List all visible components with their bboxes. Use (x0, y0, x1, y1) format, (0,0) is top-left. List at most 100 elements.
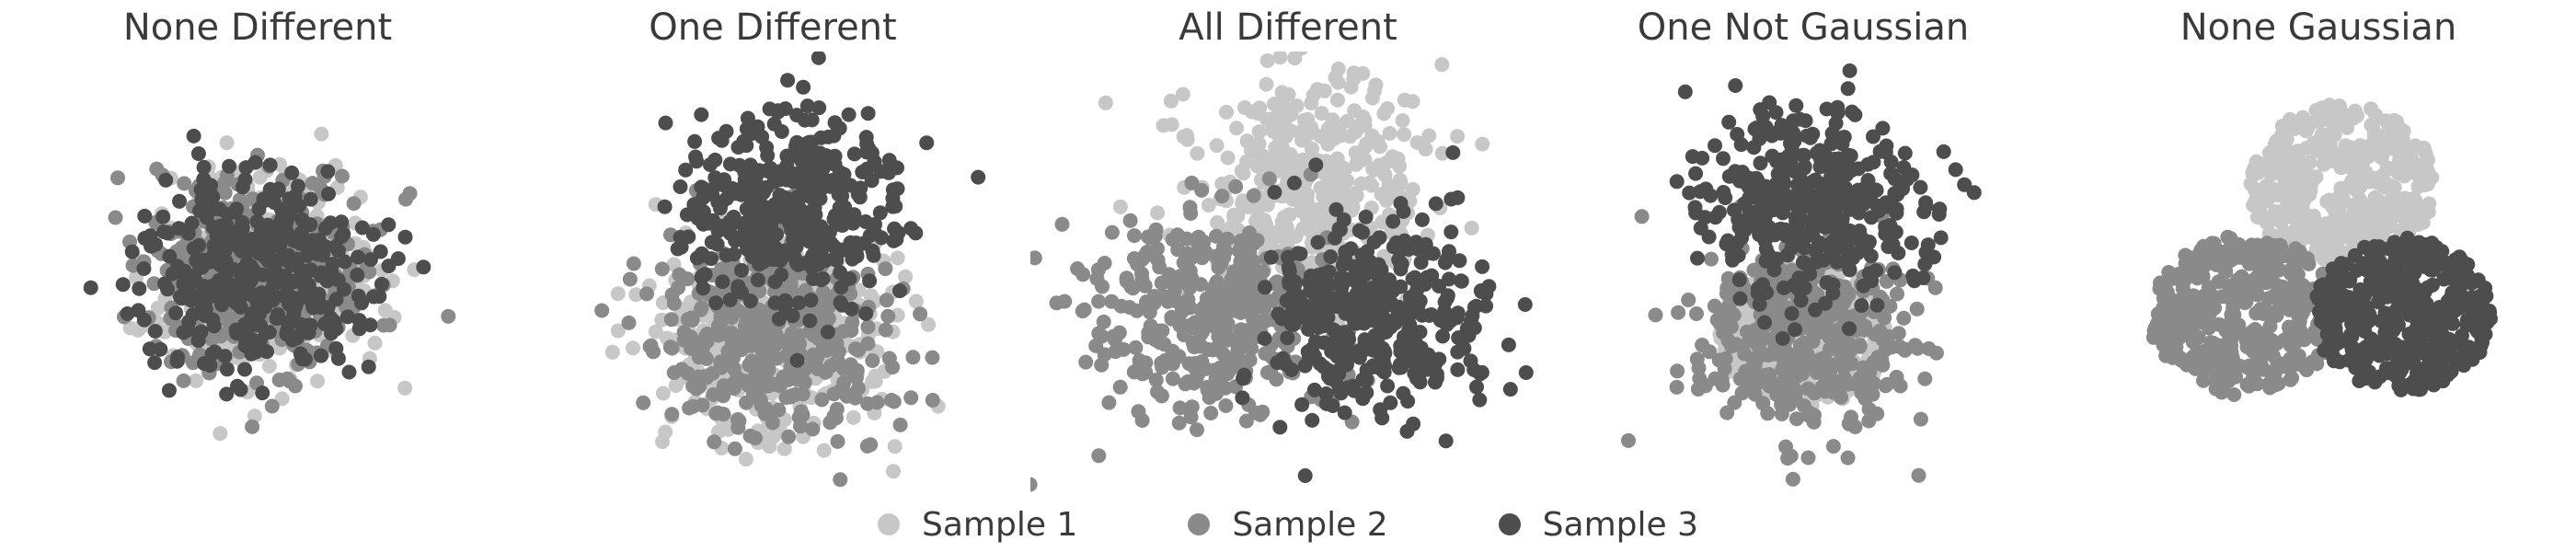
scatter-point (1737, 347, 1752, 362)
scatter-point (1278, 357, 1293, 372)
scatter-point (627, 257, 641, 271)
scatter-point (170, 354, 185, 369)
scatter-point (1822, 330, 1836, 345)
scatter-point (374, 245, 388, 259)
scatter-point (1806, 334, 1821, 349)
scatter-point (1203, 406, 1218, 420)
scatter-point (925, 351, 939, 365)
panel-all-different: All Different (1030, 0, 1546, 497)
scatter-point (1884, 155, 1899, 169)
scatter-point (1762, 96, 1777, 110)
scatter-point (1106, 329, 1121, 344)
scatter-point (1898, 146, 1913, 161)
scatter-point (320, 164, 335, 178)
scatter-point (1184, 176, 1199, 190)
scatter-point (1294, 397, 1309, 412)
scatter-point (1762, 193, 1777, 208)
scatter-point (1921, 237, 1936, 252)
scatter-point (158, 173, 173, 188)
scatter-point (1788, 98, 1803, 113)
scatter-point (1786, 472, 1800, 487)
scatter-point (658, 200, 673, 214)
scatter-point (1267, 185, 1282, 200)
scatter-point (1432, 279, 1446, 293)
scatter-point (1439, 433, 1454, 448)
scatter-point (1842, 321, 1857, 336)
scatter-point (764, 348, 778, 362)
scatter-point (1928, 281, 1943, 295)
scatter-point (1311, 235, 1326, 249)
scatter-point (1122, 300, 1137, 315)
scatter-point (711, 131, 726, 145)
scatter-point (1262, 171, 1277, 186)
scatter-point (352, 321, 367, 336)
scatter-point (1730, 127, 1744, 142)
scatter-point (734, 263, 749, 278)
scatter-point (1757, 316, 1772, 330)
scatter-point (1380, 379, 1395, 394)
scatter-point (1425, 358, 1440, 373)
scatter-point (842, 108, 857, 122)
scatter-point (1787, 278, 1801, 293)
figure: None Different One Different All Differe… (0, 0, 2576, 552)
scatter-point (909, 294, 924, 309)
scatter-point (132, 282, 146, 296)
scatter-point (1259, 77, 1274, 92)
scatter-point (1826, 439, 1841, 454)
scatter-point (1269, 372, 1283, 386)
scatter-point (723, 156, 738, 171)
scatter-point (281, 254, 295, 269)
scatter-svg (1546, 52, 2061, 497)
scatter-point (1272, 52, 1287, 64)
scatter-point (1932, 207, 1947, 222)
scatter-point (381, 217, 396, 232)
scatter-point (1854, 298, 1869, 313)
scatter-point (1030, 250, 1042, 265)
scatter-point (706, 366, 720, 381)
scatter-point (799, 180, 813, 195)
scatter-point (1843, 63, 1857, 78)
scatter-point (1467, 300, 1482, 315)
scatter-point (1237, 100, 1252, 115)
scatter-point (312, 287, 327, 302)
scatter-point (716, 407, 730, 421)
scatter-point (1338, 406, 1352, 420)
scatter-point (1708, 372, 1722, 386)
scatter-point (1405, 345, 1420, 360)
scatter-point (1719, 286, 1734, 301)
scatter-point (1788, 322, 1802, 337)
scatter-point (1177, 256, 1191, 270)
scatter-point (1386, 182, 1401, 197)
scatter-point (727, 247, 742, 261)
scatter-point (1215, 251, 1230, 266)
scatter-point (1304, 215, 1318, 230)
scatter-point (851, 187, 866, 201)
scatter-point (1518, 297, 1533, 312)
scatter-point (220, 362, 235, 376)
scatter-point (832, 187, 846, 201)
scatter-point (1852, 224, 1867, 238)
scatter-point (1735, 225, 1750, 240)
scatter-point (1813, 159, 1828, 174)
scatter-point (760, 180, 775, 195)
scatter-point (805, 422, 820, 437)
scatter-point (769, 227, 784, 242)
scatter-point (832, 344, 846, 359)
scatter-point (1732, 272, 1747, 287)
scatter-point (1519, 365, 1534, 380)
scatter-point (696, 190, 710, 205)
scatter-point (1830, 106, 1845, 121)
scatter-point (831, 434, 845, 449)
scatter-point (1395, 257, 1409, 271)
scatter-point (1828, 152, 1843, 167)
scatter-point (1386, 149, 1400, 164)
scatter-point (137, 209, 152, 224)
scatter-point (1298, 359, 1313, 374)
scatter-svg (1030, 52, 1546, 497)
scatter-point (687, 134, 702, 149)
scatter-point (1345, 382, 1360, 397)
scatter-point (109, 211, 123, 225)
scatter-point (1242, 225, 1257, 240)
scatter-point (1070, 261, 1085, 276)
scatter-point (286, 306, 301, 321)
